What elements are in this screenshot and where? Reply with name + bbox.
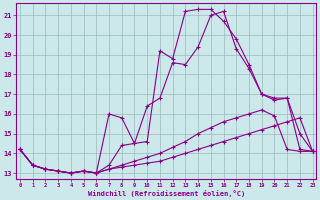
- X-axis label: Windchill (Refroidissement éolien,°C): Windchill (Refroidissement éolien,°C): [88, 190, 245, 197]
